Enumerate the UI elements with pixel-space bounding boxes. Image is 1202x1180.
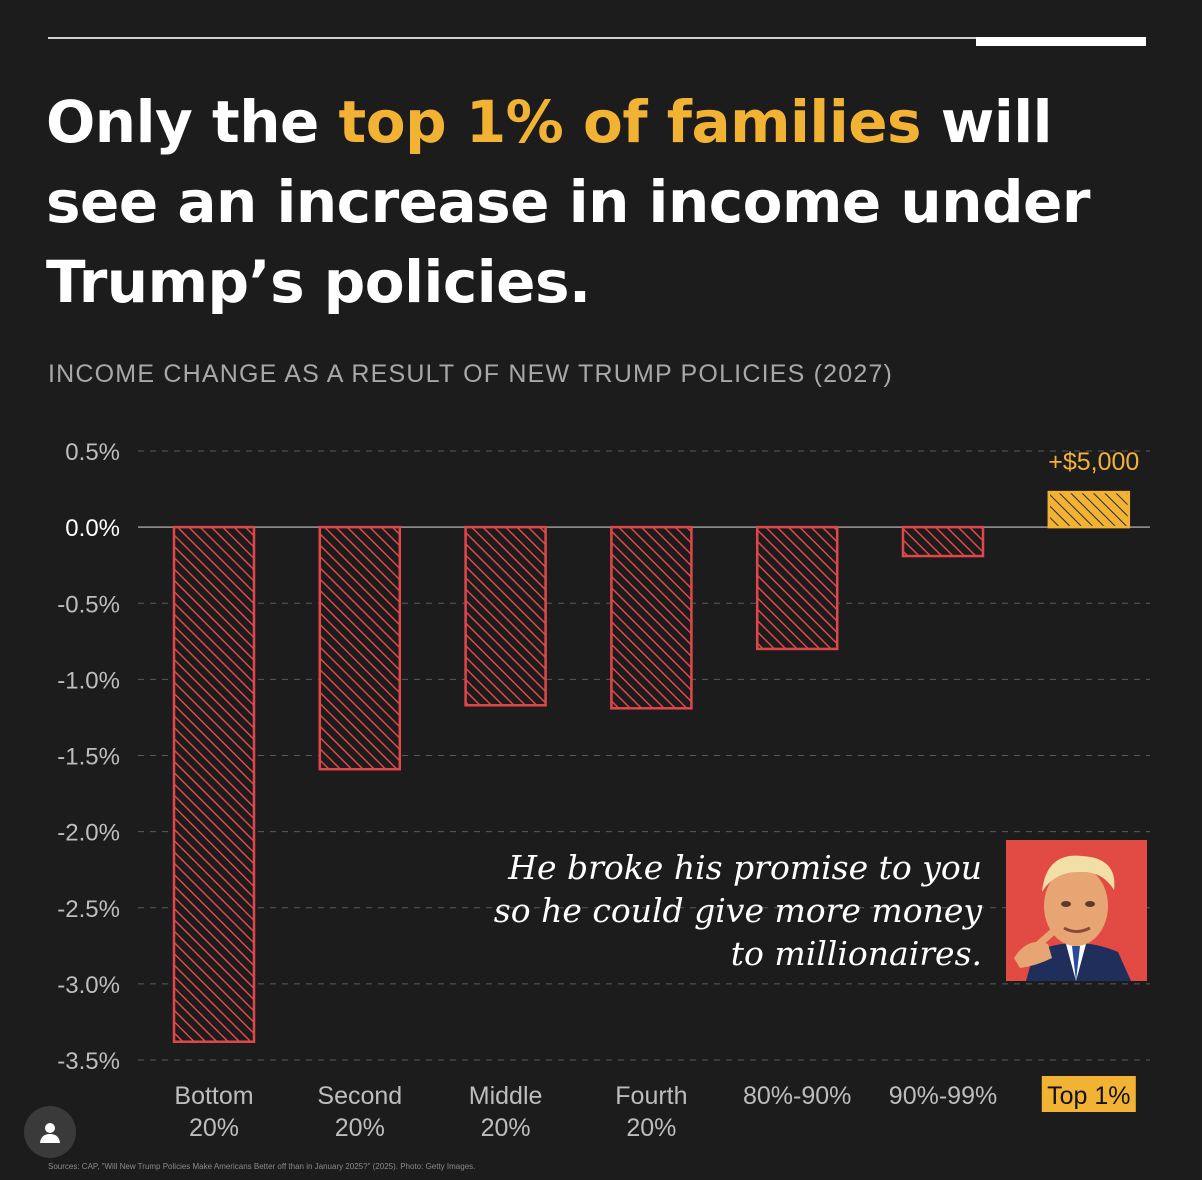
x-tick-label: 90%-99% bbox=[889, 1082, 997, 1110]
bar-fourth-20 bbox=[610, 525, 693, 710]
bar-second-20 bbox=[318, 525, 402, 771]
bar-90-99 bbox=[901, 525, 985, 558]
portrait-photo bbox=[1006, 840, 1147, 981]
bar-80-90 bbox=[755, 525, 839, 651]
annotation-label: +$5,000 bbox=[1048, 448, 1139, 476]
x-tick-label: Fourth 20% bbox=[615, 1082, 687, 1142]
y-tick-label: -1.0% bbox=[57, 667, 120, 694]
top-rule bbox=[48, 37, 1146, 39]
x-tick-label: Second 20% bbox=[317, 1082, 402, 1142]
y-tick-label: -2.0% bbox=[57, 820, 120, 847]
bar-middle-20 bbox=[464, 525, 547, 707]
x-tick-label: Bottom 20% bbox=[174, 1082, 253, 1142]
bar-bottom-20 bbox=[172, 525, 256, 1043]
y-tick-label: -1.5% bbox=[57, 744, 120, 771]
x-tick-label: 80%-90% bbox=[743, 1082, 851, 1110]
y-tick-label: -0.5% bbox=[57, 591, 120, 618]
x-tick-label: Middle 20% bbox=[469, 1082, 543, 1142]
source-note: Sources: CAP, "Will New Trump Policies M… bbox=[48, 1162, 476, 1171]
quote-text: He broke his promise to you so he could … bbox=[493, 848, 982, 973]
y-tick-label: 0.5% bbox=[65, 439, 120, 466]
y-tick-label: -3.0% bbox=[57, 972, 120, 999]
y-tick-label: -2.5% bbox=[57, 896, 120, 923]
highlight-label-bg bbox=[1041, 1076, 1136, 1112]
headline-highlight: top 1% of families bbox=[338, 88, 922, 156]
person-icon bbox=[40, 1123, 60, 1143]
y-tick-label: 0.0% bbox=[65, 515, 120, 542]
top-rule-accent bbox=[976, 37, 1146, 46]
bar-top-1 bbox=[1047, 490, 1131, 529]
headline: Only the top 1% of families will see an … bbox=[46, 88, 1090, 316]
y-tick-label: -3.5% bbox=[57, 1048, 120, 1075]
chart-subtitle: INCOME CHANGE AS A RESULT OF NEW TRUMP P… bbox=[48, 360, 894, 388]
account-button[interactable] bbox=[24, 1106, 76, 1158]
x-tick-label: Top 1% bbox=[1047, 1082, 1130, 1110]
